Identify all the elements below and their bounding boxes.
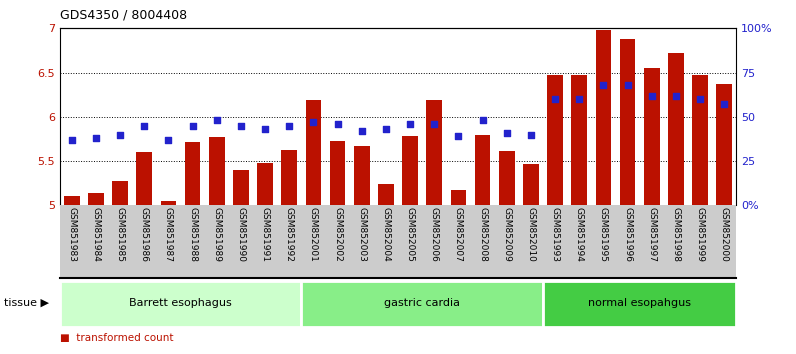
Text: GSM851986: GSM851986: [140, 207, 149, 263]
Point: [186, 123, 199, 129]
Bar: [282, 150, 297, 205]
Text: GSM851999: GSM851999: [696, 207, 704, 263]
Text: normal esopahgus: normal esopahgus: [588, 297, 691, 308]
Text: GSM851989: GSM851989: [213, 207, 221, 263]
Point: [428, 121, 441, 127]
Point: [693, 96, 706, 102]
Text: GSM851994: GSM851994: [575, 207, 583, 262]
Point: [331, 121, 344, 127]
Text: GSM851988: GSM851988: [188, 207, 197, 263]
Bar: [474, 135, 490, 205]
Point: [669, 93, 682, 98]
Point: [210, 118, 223, 123]
Text: GSM851987: GSM851987: [164, 207, 173, 263]
Point: [646, 93, 658, 98]
Text: GSM852006: GSM852006: [430, 207, 439, 262]
Point: [355, 128, 368, 134]
Point: [501, 130, 513, 136]
Point: [573, 96, 586, 102]
Point: [621, 82, 634, 88]
Point: [114, 132, 127, 137]
Point: [138, 123, 150, 129]
Text: tissue ▶: tissue ▶: [4, 297, 49, 308]
Bar: [185, 142, 201, 205]
Text: GSM851991: GSM851991: [260, 207, 270, 263]
Bar: [644, 68, 660, 205]
Bar: [451, 190, 466, 205]
Bar: [302, 281, 543, 327]
Text: gastric cardia: gastric cardia: [384, 297, 460, 308]
Point: [476, 118, 489, 123]
Point: [380, 126, 392, 132]
Bar: [354, 146, 369, 205]
Text: GDS4350 / 8004408: GDS4350 / 8004408: [60, 9, 187, 22]
Text: ■  transformed count: ■ transformed count: [60, 333, 174, 343]
Text: GSM852002: GSM852002: [333, 207, 342, 262]
Text: GSM851995: GSM851995: [599, 207, 608, 263]
Bar: [402, 136, 418, 205]
Text: GSM852008: GSM852008: [478, 207, 487, 262]
Point: [597, 82, 610, 88]
Bar: [233, 170, 249, 205]
Text: GSM852004: GSM852004: [381, 207, 390, 262]
Bar: [427, 100, 442, 205]
Point: [259, 126, 271, 132]
Bar: [543, 281, 736, 327]
Point: [452, 133, 465, 139]
Text: GSM851983: GSM851983: [68, 207, 76, 263]
Bar: [716, 84, 732, 205]
Text: GSM852001: GSM852001: [309, 207, 318, 262]
Text: Barrett esophagus: Barrett esophagus: [129, 297, 232, 308]
Text: GSM852007: GSM852007: [454, 207, 463, 262]
Bar: [257, 163, 273, 205]
Text: GSM851993: GSM851993: [551, 207, 560, 263]
Bar: [60, 281, 302, 327]
Point: [65, 137, 78, 143]
Bar: [572, 75, 587, 205]
Bar: [378, 184, 394, 205]
Bar: [693, 75, 708, 205]
Text: GSM851990: GSM851990: [236, 207, 245, 263]
Text: GSM851985: GSM851985: [115, 207, 125, 263]
Point: [283, 123, 295, 129]
Bar: [620, 39, 635, 205]
Bar: [136, 152, 152, 205]
Point: [307, 119, 320, 125]
Text: GSM852010: GSM852010: [526, 207, 536, 262]
Point: [548, 96, 561, 102]
Text: GSM852009: GSM852009: [502, 207, 511, 262]
Bar: [209, 137, 224, 205]
Text: GSM852000: GSM852000: [720, 207, 728, 262]
Text: GSM851997: GSM851997: [647, 207, 656, 263]
Point: [162, 137, 175, 143]
Point: [525, 132, 537, 137]
Text: GSM851992: GSM851992: [285, 207, 294, 262]
Text: GSM851998: GSM851998: [671, 207, 681, 263]
Bar: [547, 75, 563, 205]
Bar: [668, 53, 684, 205]
Text: GSM852005: GSM852005: [406, 207, 415, 262]
Bar: [112, 181, 128, 205]
Text: GSM851996: GSM851996: [623, 207, 632, 263]
Bar: [64, 196, 80, 205]
Point: [235, 123, 248, 129]
Bar: [595, 30, 611, 205]
Bar: [330, 141, 345, 205]
Point: [90, 135, 103, 141]
Bar: [161, 201, 176, 205]
Bar: [499, 152, 514, 205]
Bar: [306, 100, 322, 205]
Text: GSM852003: GSM852003: [357, 207, 366, 262]
Text: GSM851984: GSM851984: [92, 207, 100, 262]
Bar: [523, 164, 539, 205]
Bar: [88, 193, 103, 205]
Point: [718, 102, 731, 107]
Point: [404, 121, 416, 127]
